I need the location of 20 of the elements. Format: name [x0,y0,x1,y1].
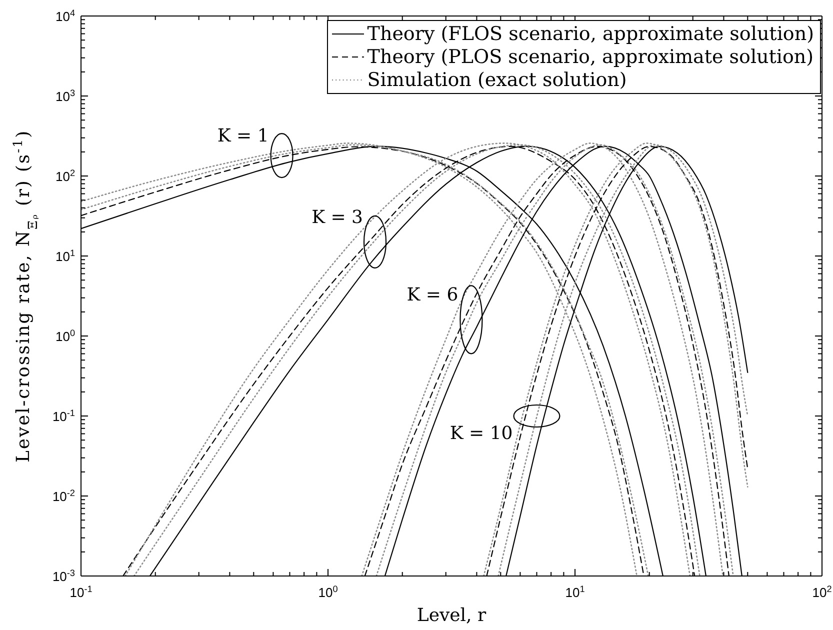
y-tick-label: 10$^{1}$ [55,248,75,264]
x-tick-label: 10$^{1}$ [565,584,585,600]
x-tick-label: 10$^{-1}$ [70,584,92,600]
y-tick-label: 10$^{3}$ [55,88,75,104]
y-tick-label: 10$^{2}$ [55,168,75,184]
annotation: K = 3 [312,206,364,228]
annotation: K = 1 [217,126,269,147]
annotation: K = 6 [406,284,458,306]
annotation: K = 10 [450,423,513,444]
y-tick-label: 10$^{0}$ [55,328,75,344]
y-tick-label: 10$^{-1}$ [52,408,75,424]
y-tick-label: 10$^{-2}$ [52,488,75,504]
legend-label: Simulation (exact solution) [367,68,627,90]
legend-label: Theory (PLOS scenario, approximate solution) [367,46,814,68]
y-tick-label: 10$^{-3}$ [52,568,75,584]
x-tick-label: 10$^{2}$ [812,584,832,600]
legend-label: Theory (FLOS scenario, approximate solution) [367,22,814,44]
x-axis-title: Level, r [416,605,487,626]
y-tick-label: 10$^{4}$ [55,8,75,24]
x-tick-label: 10$^{0}$ [318,584,338,600]
